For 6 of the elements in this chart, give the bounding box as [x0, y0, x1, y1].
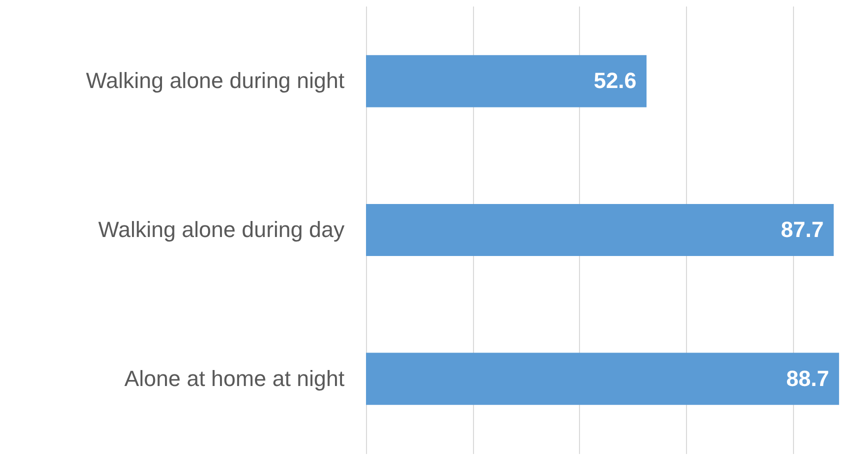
data-label: 88.7 — [786, 366, 830, 391]
data-label: 87.7 — [780, 217, 824, 242]
data-label: 52.6 — [594, 68, 637, 94]
y-tick-label: Walking alone during night — [86, 68, 344, 94]
y-tick-label: Walking alone during day — [98, 217, 344, 242]
y-tick-label: Alone at home at night — [124, 366, 344, 391]
